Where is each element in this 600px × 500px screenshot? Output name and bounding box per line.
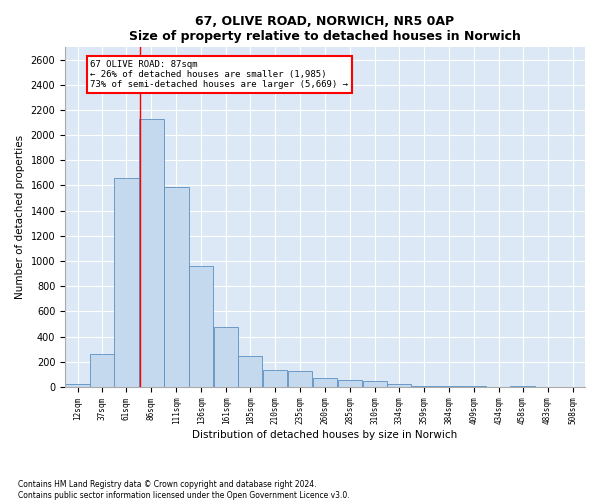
Bar (214, 326, 238, 387)
Bar (437, 386, 461, 387)
Bar (412, 386, 436, 387)
X-axis label: Distribution of detached houses by size in Norwich: Distribution of detached houses by size … (193, 430, 458, 440)
Bar (189, 266, 214, 387)
Bar (313, 378, 337, 387)
Bar (164, 186, 188, 387)
Bar (114, 178, 139, 387)
Bar (90, 354, 115, 387)
Bar (338, 380, 362, 387)
Text: 67 OLIVE ROAD: 87sqm
← 26% of detached houses are smaller (1,985)
73% of semi-de: 67 OLIVE ROAD: 87sqm ← 26% of detached h… (91, 60, 349, 90)
Bar (263, 370, 287, 387)
Bar (139, 118, 164, 387)
Bar (288, 370, 312, 387)
Text: Contains HM Land Registry data © Crown copyright and database right 2024.
Contai: Contains HM Land Registry data © Crown c… (18, 480, 350, 500)
Y-axis label: Number of detached properties: Number of detached properties (15, 135, 25, 299)
Bar (238, 356, 262, 387)
Bar (386, 384, 411, 387)
Title: 67, OLIVE ROAD, NORWICH, NR5 0AP
Size of property relative to detached houses in: 67, OLIVE ROAD, NORWICH, NR5 0AP Size of… (129, 15, 521, 43)
Bar (362, 380, 387, 387)
Bar (461, 386, 486, 387)
Bar (511, 386, 535, 387)
Bar (65, 384, 90, 387)
